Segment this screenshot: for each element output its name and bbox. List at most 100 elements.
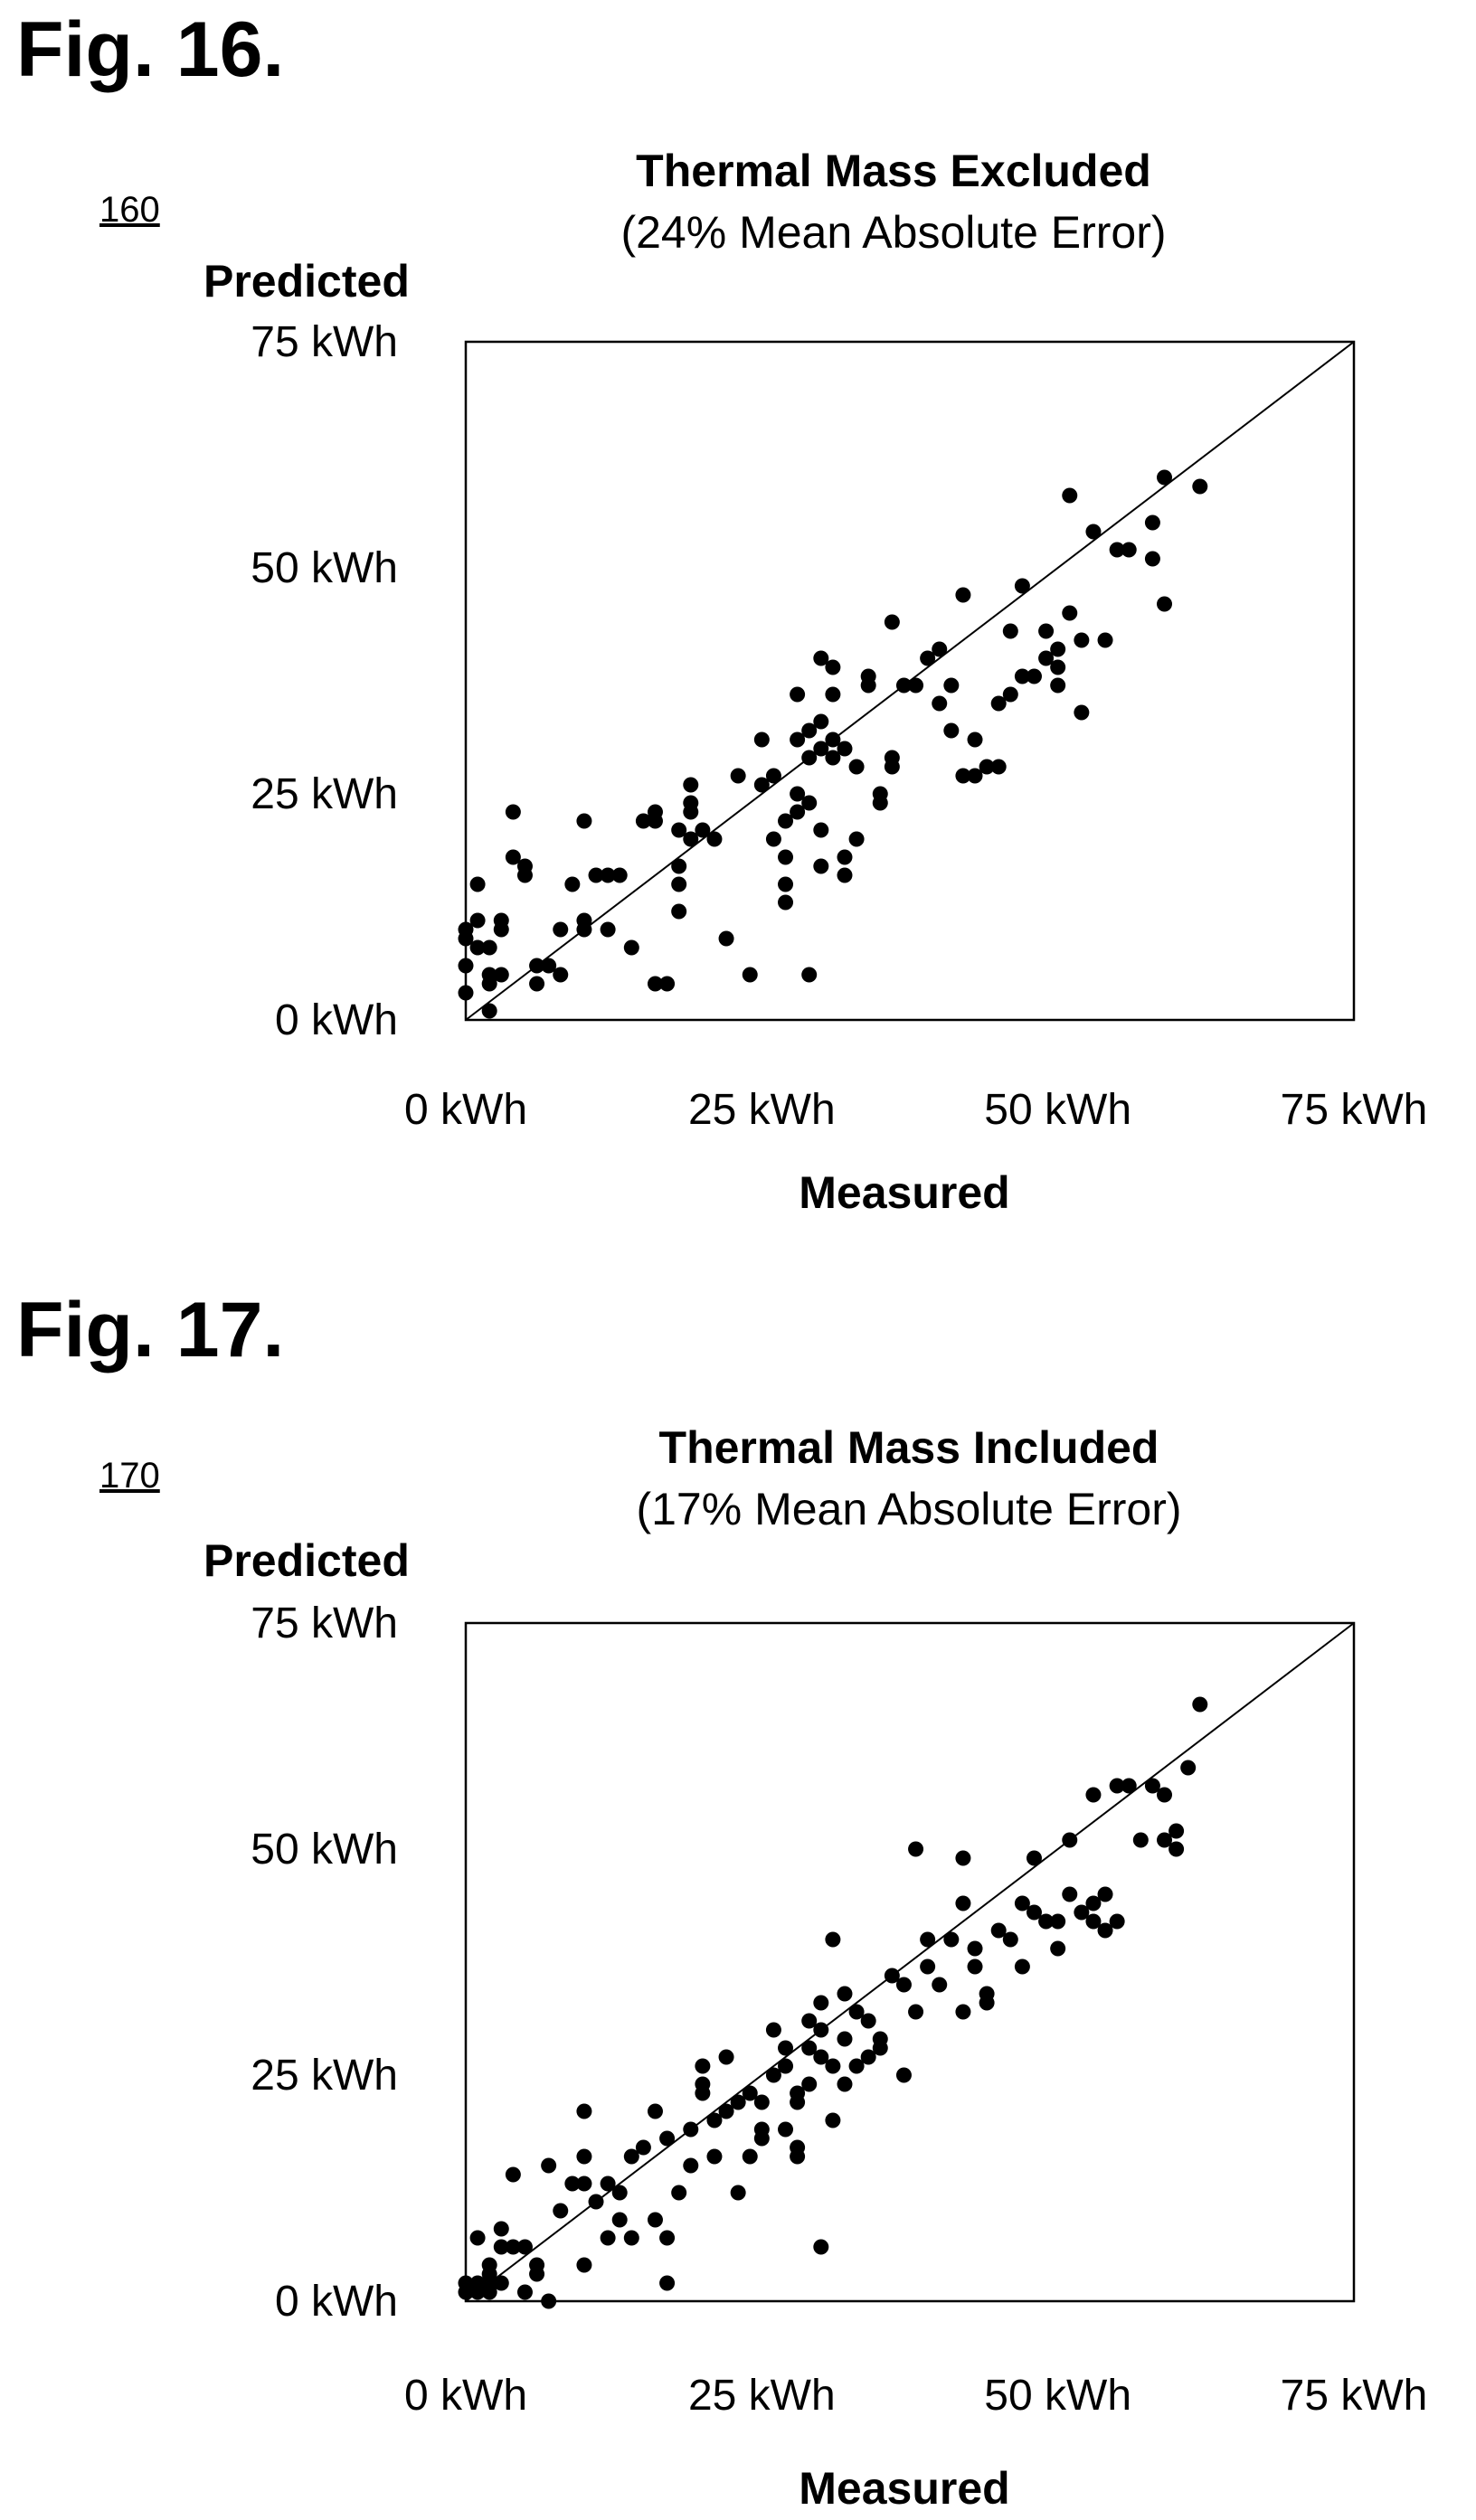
y-tick-label: 75 kWh [251, 1600, 398, 1647]
data-point [790, 786, 806, 802]
data-point [695, 2058, 711, 2074]
data-point [683, 777, 699, 793]
data-point [647, 813, 663, 829]
data-point [611, 2212, 628, 2228]
data-point [1074, 632, 1090, 648]
data-point [458, 921, 474, 938]
data-point [753, 777, 770, 793]
data-point [1002, 686, 1018, 703]
data-point [837, 867, 853, 883]
data-point [1074, 1904, 1090, 1921]
data-point [1180, 1760, 1197, 1776]
data-point [683, 804, 699, 820]
data-point [848, 2004, 865, 2020]
data-point [778, 849, 794, 865]
y-tick-label: 50 kWh [251, 1826, 398, 1873]
data-point [765, 2022, 781, 2038]
data-point [516, 2284, 533, 2300]
data-point [600, 2230, 616, 2246]
data-point [895, 1977, 912, 1993]
data-point [872, 2040, 888, 2056]
data-point [1038, 1913, 1055, 1930]
data-point [1038, 650, 1055, 666]
y-tick-label: 75 kWh [251, 318, 398, 366]
data-point [860, 2013, 876, 2029]
data-point [458, 2275, 474, 2291]
data-point [1097, 1922, 1113, 1939]
data-point [683, 2121, 699, 2138]
x-tick-label: 25 kWh [688, 2372, 836, 2420]
data-point [837, 2076, 853, 2092]
data-point [967, 731, 983, 748]
data-point [813, 713, 829, 730]
data-point [801, 2076, 818, 2092]
data-point [943, 722, 960, 739]
data-point [718, 2049, 734, 2065]
data-point [837, 849, 853, 865]
data-point [1132, 1832, 1149, 1848]
data-point [908, 2004, 924, 2020]
data-point [920, 650, 936, 666]
data-point [469, 939, 486, 956]
data-point [1097, 632, 1113, 648]
data-point [493, 967, 509, 983]
figure-reference-number: 170 [99, 1456, 160, 1496]
data-point [778, 2040, 794, 2056]
data-point [908, 1841, 924, 1857]
data-point [848, 759, 865, 775]
data-point [695, 822, 711, 838]
data-point [1002, 1931, 1018, 1948]
data-point [1014, 1958, 1030, 1975]
data-point [659, 2275, 676, 2291]
data-point [541, 2293, 557, 2309]
data-point [529, 976, 545, 992]
data-point [1050, 659, 1066, 675]
data-point [1074, 704, 1090, 721]
data-point [742, 967, 758, 983]
data-point [576, 2103, 592, 2119]
figure-heading: Fig. 17. [16, 1287, 285, 1373]
scatter-plot-thermal-mass-excluded: 0 kWh 25 kWh 50 kWh 75 kWh 0 kWh 25 kWh 50 kWh… [251, 318, 1427, 1134]
data-point [895, 677, 912, 694]
data-point [730, 2185, 746, 2201]
data-point [611, 867, 628, 883]
data-point [920, 1958, 936, 1975]
data-point [765, 831, 781, 847]
data-point [683, 831, 699, 847]
data-point [1026, 1850, 1042, 1866]
data-point [955, 768, 971, 784]
x-tick-label: 50 kWh [984, 1086, 1131, 1134]
data-point [884, 750, 900, 766]
data-point [813, 822, 829, 838]
data-point [647, 2212, 663, 2228]
data-point [529, 2266, 545, 2282]
data-point [837, 1986, 853, 2002]
data-point [1050, 677, 1066, 694]
data-point [908, 677, 924, 694]
data-point [801, 967, 818, 983]
data-point [576, 921, 592, 938]
plot-area-frame [464, 340, 1356, 1022]
data-point [1109, 542, 1125, 558]
data-point [955, 587, 971, 603]
chart-title: Thermal Mass Included [658, 1422, 1159, 1473]
data-point [837, 2031, 853, 2047]
data-point [825, 659, 841, 675]
data-point [458, 985, 474, 1001]
data-point [1157, 596, 1173, 612]
data-point [671, 822, 687, 838]
data-point [493, 2221, 509, 2237]
x-tick-label: 50 kWh [984, 2372, 1131, 2420]
data-point [1014, 668, 1030, 684]
data-point [1014, 1895, 1030, 1911]
data-point [742, 2085, 758, 2101]
data-point [1121, 542, 1137, 558]
data-point [884, 614, 900, 630]
y-tick-label: 25 kWh [251, 2052, 398, 2100]
data-point [990, 759, 1007, 775]
data-point [1062, 605, 1078, 621]
data-point [1157, 1787, 1173, 1803]
data-point [955, 2004, 971, 2020]
data-point [753, 731, 770, 748]
data-point [718, 2103, 734, 2119]
